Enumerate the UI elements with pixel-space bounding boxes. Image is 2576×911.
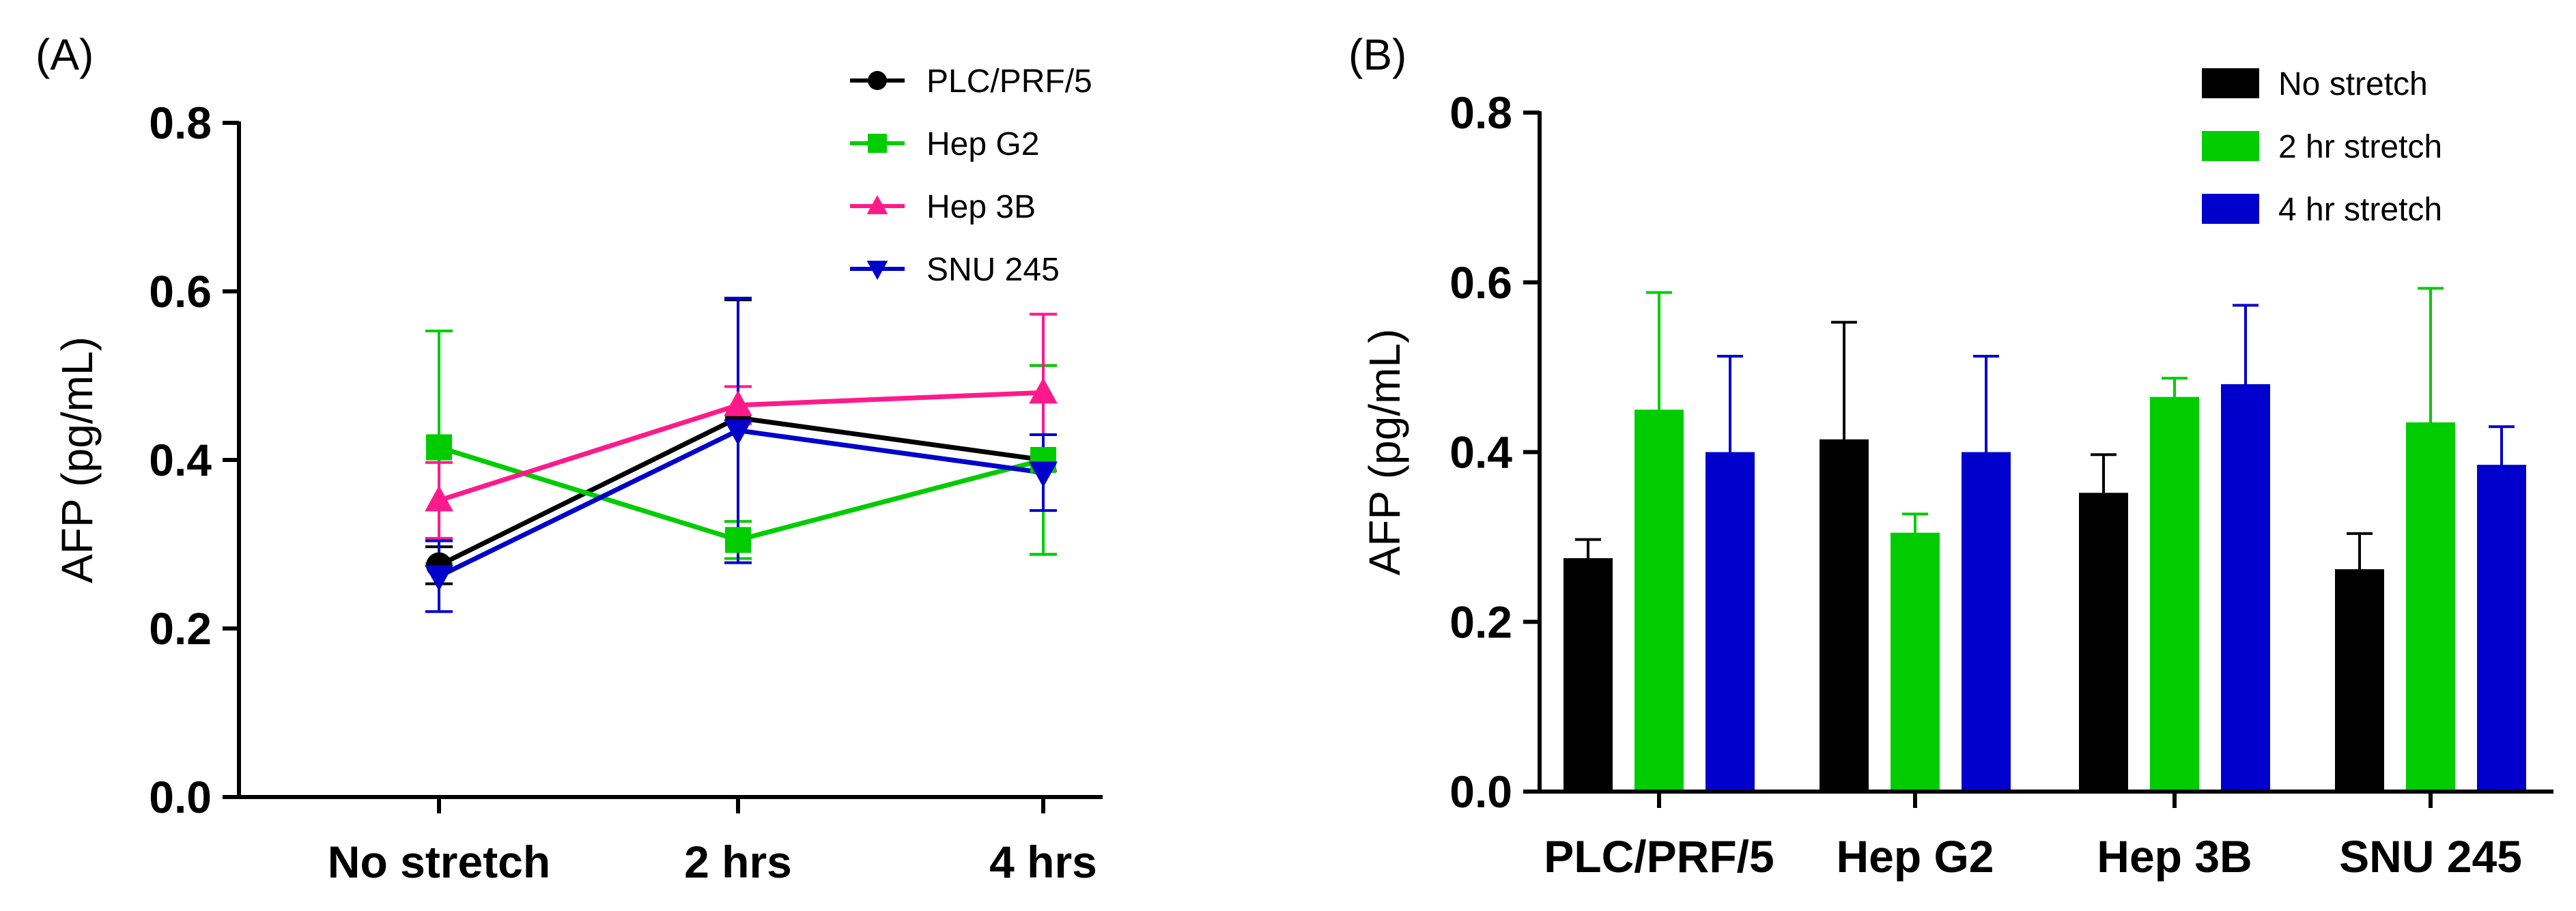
panel-b-bar-2-hr-stretch <box>1634 409 1684 792</box>
panel-a-ytick-label: 0.4 <box>149 435 212 485</box>
panel-a-line-chart: (A) 0.0 0.2 0.4 0.6 0.8 No stretch 2 hrs 4 hrs A… <box>36 30 1103 887</box>
panel-b-bar-4-hr-stretch <box>2477 465 2526 792</box>
panel-b-legend-swatch-4-hr-stretch <box>2202 194 2259 224</box>
panel-b-xtick-label: SNU 245 <box>2339 831 2522 882</box>
panel-b-label: (B) <box>1348 30 1406 79</box>
panel-a-legend-marker-plc-prf-5 <box>868 71 887 90</box>
panel-a-ytick-label: 0.8 <box>149 98 212 148</box>
panel-b-ytick-label: 0.8 <box>1449 87 1512 138</box>
panel-a-point-hep-g2 <box>725 527 751 553</box>
panel-b-bar-2-hr-stretch <box>1891 532 1940 792</box>
panel-b-bar-4-hr-stretch <box>1705 452 1755 792</box>
panel-a-legend-marker-snu-245 <box>866 261 888 280</box>
panel-b-ylabel: AFP (pg/mL) <box>1360 329 1409 576</box>
panel-a-series-line-snu-245 <box>438 428 1044 579</box>
panel-a-xtick-label: 2 hrs <box>684 837 792 887</box>
panel-b-ytick-label: 0.6 <box>1449 257 1512 308</box>
panel-a-legend-marker-hep-3b <box>866 194 888 214</box>
panel-b-legend: No stretch 2 hr stretch 4 hr stretch <box>2202 66 2442 228</box>
panel-b-bar-no-stretch <box>1563 558 1613 792</box>
panel-b-legend-swatch-2-hr-stretch <box>2202 131 2259 161</box>
panel-a-xtick-label: No stretch <box>328 837 550 887</box>
panel-a-point-hep-g2 <box>426 434 452 461</box>
panel-a-label: (A) <box>36 30 94 79</box>
panel-b-legend-label-4-hr-stretch: 4 hr stretch <box>2278 192 2442 228</box>
panel-a-legend: PLC/PRF/5 Hep G2 Hep 3B SNU 245 <box>850 63 1092 288</box>
panel-b-legend-swatch-no-stretch <box>2202 68 2259 98</box>
panel-a-legend-label-hep-g2: Hep G2 <box>926 126 1039 162</box>
panel-b-bar-4-hr-stretch <box>1962 452 2011 792</box>
panel-b-legend-label-no-stretch: No stretch <box>2278 66 2428 102</box>
panel-a-point-snu-245 <box>724 419 752 446</box>
panel-a-point-snu-245 <box>425 565 453 592</box>
panel-a-ytick-label: 0.0 <box>149 772 212 822</box>
panel-b-xtick-label: Hep G2 <box>1836 831 1994 882</box>
panel-b-xtick-label: Hep 3B <box>2097 831 2252 882</box>
panel-b-xtick-label: PLC/PRF/5 <box>1544 831 1774 882</box>
panel-a-point-hep-3b <box>425 485 453 512</box>
panel-a-xtick-label: 4 hrs <box>989 837 1097 887</box>
panel-a-legend-label-snu-245: SNU 245 <box>926 252 1060 288</box>
panel-b-ytick-label: 0.4 <box>1449 427 1512 478</box>
panel-b-bar-no-stretch <box>2335 569 2384 792</box>
panel-b-ytick-label: 0.0 <box>1449 766 1512 817</box>
panel-b-bar-no-stretch <box>1820 439 1869 792</box>
panel-a-legend-label-hep-3b: Hep 3B <box>926 189 1036 225</box>
panel-a-point-hep-3b <box>1029 377 1058 404</box>
panel-b-bar-4-hr-stretch <box>2221 384 2270 792</box>
panel-b-bar-2-hr-stretch <box>2150 396 2199 792</box>
panel-a-ytick-label: 0.2 <box>149 603 212 654</box>
panel-b-bar-no-stretch <box>2079 493 2128 792</box>
panel-b-ytick-label: 0.2 <box>1449 596 1512 647</box>
panel-a-legend-label-plc-prf-5: PLC/PRF/5 <box>926 63 1092 100</box>
panel-a-ylabel: AFP (pg/mL) <box>53 336 102 583</box>
panel-b-bar-2-hr-stretch <box>2406 422 2455 792</box>
panel-a-ytick-label: 0.6 <box>149 266 212 317</box>
panel-b-legend-label-2-hr-stretch: 2 hr stretch <box>2278 129 2442 165</box>
panel-a-point-hep-3b <box>724 390 752 416</box>
panel-a-point-snu-245 <box>1029 461 1058 488</box>
panel-a-legend-marker-hep-g2 <box>868 134 887 153</box>
panel-b-bar-chart: (B) 0.0 0.2 0.4 0.6 0.8 PLC/PRF/5 Hep G2 Hep 3B… <box>1348 30 2553 882</box>
